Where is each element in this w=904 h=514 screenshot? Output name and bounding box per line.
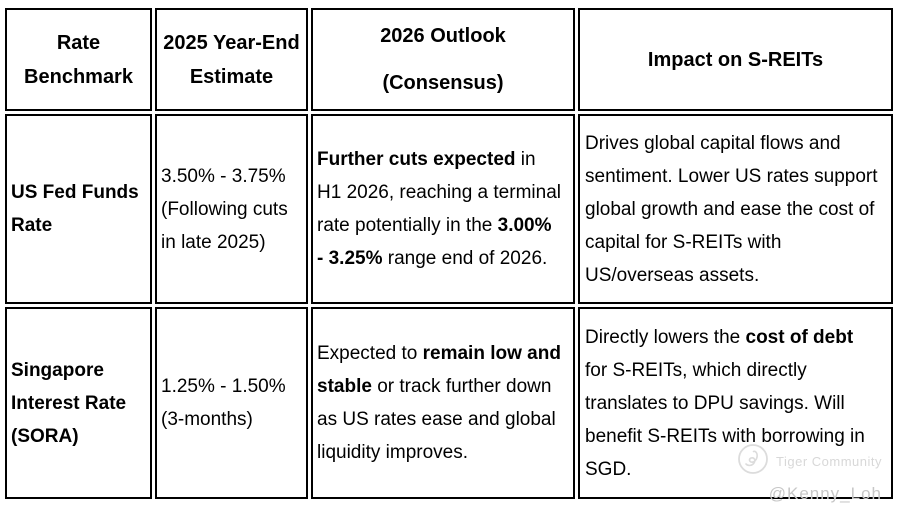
header-cell-impact-sreits: Impact on S-REITs (578, 8, 893, 111)
table-row-us-fed-funds: US Fed Funds Rate 3.50% - 3.75% (Followi… (5, 114, 893, 304)
rates-outlook-table: Rate Benchmark 2025 Year-End Estimate 20… (2, 5, 896, 502)
header-cell-2026-outlook: 2026 Outlook (Consensus) (311, 8, 575, 111)
header-label: Rate Benchmark (24, 31, 133, 88)
cell-impact: Drives global capital flows and sentimen… (578, 114, 893, 304)
header-row: Rate Benchmark 2025 Year-End Estimate 20… (5, 8, 893, 111)
cell-estimate: 1.25% - 1.50% (3-months) (155, 307, 308, 499)
cell-benchmark: US Fed Funds Rate (5, 114, 152, 304)
header-cell-rate-benchmark: Rate Benchmark (5, 8, 152, 111)
header-sublabel: (Consensus) (382, 72, 504, 94)
header-label: Impact on S-REITs (647, 48, 824, 71)
cell-impact: Directly lowers the cost of debt for S-R… (578, 307, 893, 499)
header-label: 2026 Outlook (380, 25, 506, 47)
table-row-singapore-sora: Singapore Interest Rate (SORA) 1.25% - 1… (5, 307, 893, 499)
cell-outlook: Expected to remain low and stable or tra… (311, 307, 575, 499)
header-label: 2025 Year-End Estimate (163, 31, 300, 88)
cell-benchmark: Singapore Interest Rate (SORA) (5, 307, 152, 499)
cell-estimate: 3.50% - 3.75% (Following cuts in late 20… (155, 114, 308, 304)
cell-outlook: Further cuts expected in H1 2026, reachi… (311, 114, 575, 304)
header-cell-2025-estimate: 2025 Year-End Estimate (155, 8, 308, 111)
